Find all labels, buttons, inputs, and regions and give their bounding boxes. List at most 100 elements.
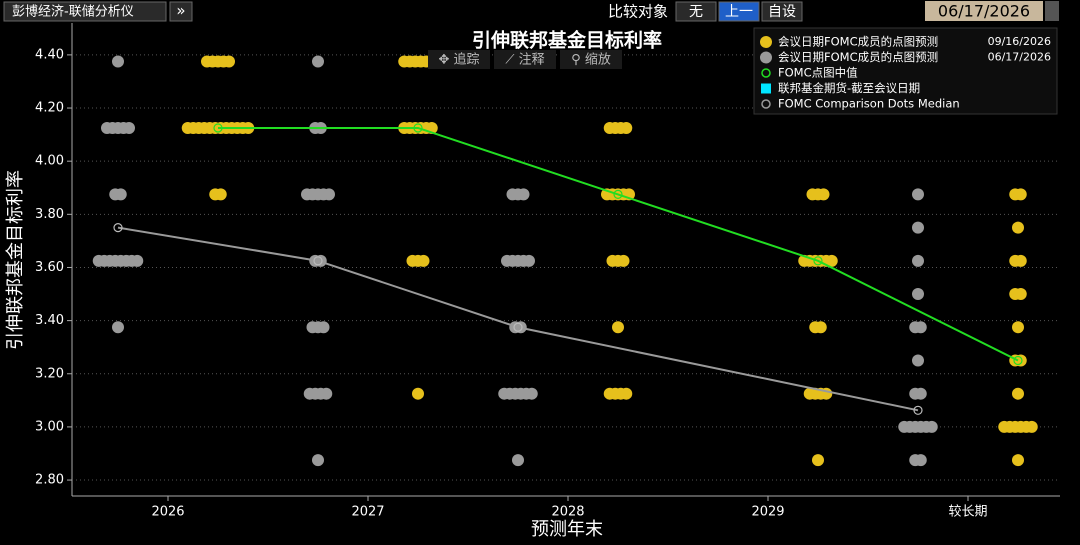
compare-button[interactable] [761,1,803,22]
median-marker [513,322,523,332]
dot [1012,387,1024,400]
dot [214,188,227,201]
legend-swatch [760,51,772,64]
compare-label: 比较对象 [608,3,668,21]
dot [323,188,335,201]
dot [912,288,924,301]
x-axis-label: 预测年末 [531,519,603,540]
median-marker [413,123,423,133]
date-text: 06/17/2026 [938,2,1030,21]
dot [1014,354,1027,367]
legend-label: 联邦基金期货-截至会议日期 [778,81,920,95]
x-tick-label: 2027 [351,505,384,520]
compare-button[interactable] [718,1,760,22]
legend-label: FOMC Comparison Dots Median [778,97,960,111]
median-line [218,126,1019,362]
y-tick-label: 4.40 [35,47,64,62]
median-marker [1013,355,1023,366]
tool-button[interactable] [428,50,490,69]
legend-label: FOMC点图中值 [778,66,858,80]
dot [1014,188,1027,201]
median-marker [113,223,123,233]
date-field[interactable] [925,1,1043,21]
dot [925,420,938,433]
legend-swatch [761,83,771,94]
dot [914,387,927,400]
dot [223,55,235,68]
dot [114,188,127,201]
compare-option: 自设 [768,4,796,20]
dot [817,188,830,201]
legend-label: 会议日期FOMC成员的点图预测 [778,35,938,49]
date-dropdown[interactable] [1045,1,1059,21]
tool-button[interactable] [494,50,556,69]
dot [814,321,827,334]
dot [1012,454,1024,467]
y-tick-label: 3.20 [35,366,64,381]
legend-date: 06/17/2026 [988,51,1051,64]
dot [912,188,924,201]
median-marker [213,123,223,133]
dot [312,55,324,68]
dot [620,387,633,400]
compare-button[interactable] [675,1,717,22]
tool-label: ⚲ 缩放 [571,52,611,68]
dot [112,321,124,334]
dot [914,321,927,334]
x-tick-label: 2026 [151,505,184,520]
median-marker [313,256,323,266]
y-axis-label: 引伸联邦基金目标利率 [5,170,26,350]
legend-swatch [761,68,771,78]
legend-box [753,27,1058,115]
median-marker [813,256,823,266]
dot [914,454,927,467]
dot [123,121,135,134]
dot [131,254,144,267]
median-line [117,226,919,412]
y-tick-label: 3.00 [35,419,64,434]
y-tick-label: 3.40 [35,313,64,328]
dot [512,454,524,467]
legend-date: 09/16/2026 [988,35,1051,48]
dot [517,188,530,201]
compare-option: 上一 [725,4,753,20]
dot [412,387,424,400]
more-button[interactable] [169,1,193,22]
dot [912,221,924,234]
x-tick-label: 较长期 [948,505,987,520]
tool-button[interactable] [560,50,622,69]
dot [617,254,630,267]
app-tab[interactable] [3,1,167,22]
tool-label: ✥ 追踪 [438,52,479,68]
y-tick-label: 3.60 [35,260,64,275]
dot [1012,221,1024,234]
x-tick-label: 2029 [751,505,784,520]
dot [612,321,624,334]
dot [525,387,538,400]
median-marker [613,189,623,199]
chart-title: 引伸联邦基金目标利率 [472,29,662,52]
dot [1014,288,1027,301]
dot [620,121,633,134]
dot [1012,321,1024,334]
dot [1025,420,1038,433]
dot [912,354,924,367]
dot [523,254,535,267]
dot [912,254,924,267]
app-name: 彭博经济-联储分析仪 [12,5,134,20]
legend: 会议日期FOMC成员的点图预测 09/16/2026 会议日期FOMC成员的点图预测… [753,27,1058,115]
dot [417,254,430,267]
y-tick-label: 2.80 [35,473,64,488]
median-marker [913,405,923,415]
dot [1014,254,1027,267]
y-tick-label: 4.00 [35,154,64,169]
dot [112,55,124,68]
x-tick-label: 2028 [551,505,584,520]
dot [812,454,824,467]
y-tick-label: 3.80 [35,207,64,222]
more-icon: » [176,2,185,20]
tool-label: ⟋ 注释 [505,53,544,68]
dot [825,254,838,267]
legend-label: 会议日期FOMC成员的点图预测 [778,50,938,64]
